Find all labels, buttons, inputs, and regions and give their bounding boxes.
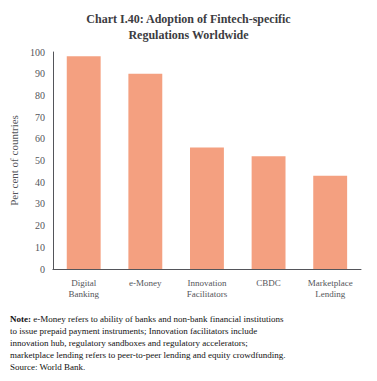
svg-text:marketplace lending refers to: marketplace lending refers to peer-to-pe… xyxy=(10,350,285,360)
svg-text:90: 90 xyxy=(35,68,45,79)
svg-text:Regulations Worldwide: Regulations Worldwide xyxy=(128,28,249,42)
svg-text:80: 80 xyxy=(35,90,45,101)
svg-text:innovation hub, regulatory san: innovation hub, regulatory sandboxes and… xyxy=(10,338,248,348)
svg-text:70: 70 xyxy=(35,112,45,123)
svg-text:40: 40 xyxy=(35,177,45,188)
svg-text:to issue prepaid payment instr: to issue prepaid payment instruments; In… xyxy=(10,326,257,336)
svg-text:Note:: Note: xyxy=(10,314,31,324)
svg-text:Lending: Lending xyxy=(315,289,345,299)
svg-text:Digital: Digital xyxy=(71,278,96,288)
svg-text:e-Money refers to ability of b: e-Money refers to ability of banks and n… xyxy=(31,314,284,324)
svg-text:100: 100 xyxy=(30,47,45,58)
svg-text:Source: World Bank.: Source: World Bank. xyxy=(10,362,85,372)
svg-text:Banking: Banking xyxy=(68,289,99,299)
svg-text:50: 50 xyxy=(35,155,45,166)
svg-text:30: 30 xyxy=(35,198,45,209)
svg-text:0: 0 xyxy=(40,264,45,275)
svg-text:Facilitators: Facilitators xyxy=(187,289,228,299)
svg-text:e-Money: e-Money xyxy=(129,278,162,288)
svg-text:Chart I.40: Adoption of Fintec: Chart I.40: Adoption of Fintech-specific xyxy=(86,12,291,26)
svg-text:CBDC: CBDC xyxy=(256,278,281,288)
svg-text:60: 60 xyxy=(35,133,45,144)
svg-text:Per cent of countries: Per cent of countries xyxy=(8,115,20,206)
svg-text:20: 20 xyxy=(35,220,45,231)
svg-text:Marketplace: Marketplace xyxy=(308,278,353,288)
svg-text:10: 10 xyxy=(35,242,45,253)
svg-text:Innovation: Innovation xyxy=(187,278,226,288)
